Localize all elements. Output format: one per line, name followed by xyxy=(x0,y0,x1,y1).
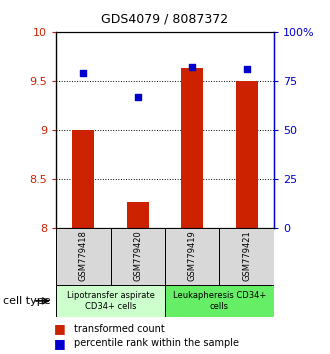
Bar xyxy=(219,228,274,285)
Text: ■: ■ xyxy=(53,322,65,335)
Bar xyxy=(182,68,203,228)
Text: percentile rank within the sample: percentile rank within the sample xyxy=(74,338,239,348)
Text: Leukapheresis CD34+
cells: Leukapheresis CD34+ cells xyxy=(173,291,266,310)
Text: GSM779420: GSM779420 xyxy=(133,230,142,281)
Bar xyxy=(56,228,111,285)
Text: cell type: cell type xyxy=(3,296,51,306)
Text: GSM779419: GSM779419 xyxy=(188,230,197,281)
Text: GDS4079 / 8087372: GDS4079 / 8087372 xyxy=(101,12,229,25)
Point xyxy=(244,66,249,72)
Bar xyxy=(127,202,149,228)
Bar xyxy=(165,228,219,285)
Point xyxy=(189,64,195,70)
Point xyxy=(135,94,141,99)
Bar xyxy=(165,285,274,317)
Text: ■: ■ xyxy=(53,337,65,350)
Bar xyxy=(73,130,94,228)
Text: GSM779418: GSM779418 xyxy=(79,230,88,281)
Text: GSM779421: GSM779421 xyxy=(242,230,251,281)
Text: transformed count: transformed count xyxy=(74,324,165,333)
Text: Lipotransfer aspirate
CD34+ cells: Lipotransfer aspirate CD34+ cells xyxy=(67,291,154,310)
Bar xyxy=(111,228,165,285)
Bar xyxy=(236,81,257,228)
Point xyxy=(81,70,86,76)
Bar xyxy=(56,285,165,317)
